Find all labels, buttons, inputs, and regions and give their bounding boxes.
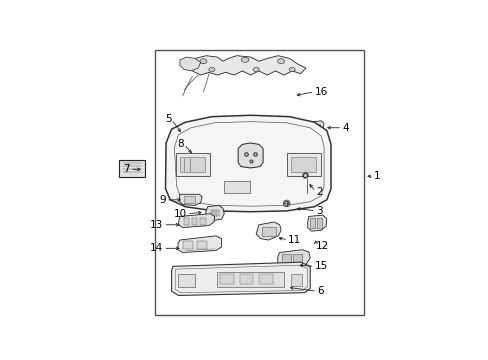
FancyBboxPatch shape <box>215 210 219 216</box>
FancyBboxPatch shape <box>196 242 207 249</box>
Polygon shape <box>171 262 309 296</box>
FancyBboxPatch shape <box>211 210 214 216</box>
Polygon shape <box>180 57 200 71</box>
Text: 15: 15 <box>314 261 327 271</box>
Text: 12: 12 <box>315 240 328 251</box>
Polygon shape <box>175 132 186 146</box>
FancyBboxPatch shape <box>315 124 320 129</box>
Polygon shape <box>178 214 214 228</box>
FancyBboxPatch shape <box>213 210 216 216</box>
FancyBboxPatch shape <box>200 218 205 225</box>
Polygon shape <box>178 236 221 252</box>
Polygon shape <box>180 159 196 169</box>
FancyBboxPatch shape <box>310 219 315 228</box>
Ellipse shape <box>241 57 248 62</box>
Polygon shape <box>256 222 281 240</box>
Polygon shape <box>177 156 199 174</box>
FancyBboxPatch shape <box>178 274 195 287</box>
FancyBboxPatch shape <box>183 197 194 203</box>
Text: 11: 11 <box>287 235 301 245</box>
Polygon shape <box>307 215 326 231</box>
Ellipse shape <box>208 67 214 72</box>
Ellipse shape <box>277 59 284 64</box>
Circle shape <box>283 200 289 207</box>
FancyBboxPatch shape <box>220 274 233 284</box>
FancyBboxPatch shape <box>286 153 320 176</box>
Text: 7: 7 <box>123 164 130 174</box>
FancyBboxPatch shape <box>310 124 314 129</box>
FancyBboxPatch shape <box>239 274 253 284</box>
Bar <box>155 50 364 315</box>
Text: 6: 6 <box>317 286 323 296</box>
Text: 5: 5 <box>164 114 171 125</box>
Text: 1: 1 <box>373 171 380 181</box>
Polygon shape <box>277 250 309 267</box>
Ellipse shape <box>200 59 206 64</box>
FancyBboxPatch shape <box>183 218 189 225</box>
FancyBboxPatch shape <box>183 242 193 249</box>
FancyBboxPatch shape <box>290 274 301 286</box>
Polygon shape <box>183 147 200 158</box>
Polygon shape <box>179 194 202 205</box>
Polygon shape <box>307 121 324 133</box>
Text: 4: 4 <box>342 123 348 133</box>
FancyBboxPatch shape <box>224 181 249 193</box>
Polygon shape <box>205 205 224 221</box>
FancyBboxPatch shape <box>217 271 284 287</box>
FancyBboxPatch shape <box>262 227 275 235</box>
FancyBboxPatch shape <box>191 218 197 225</box>
FancyBboxPatch shape <box>119 160 144 177</box>
Polygon shape <box>238 143 263 168</box>
FancyBboxPatch shape <box>282 255 290 263</box>
FancyBboxPatch shape <box>259 274 272 284</box>
Text: 9: 9 <box>159 195 166 205</box>
Text: 14: 14 <box>150 243 163 253</box>
Text: 8: 8 <box>177 139 183 149</box>
FancyBboxPatch shape <box>180 157 204 172</box>
FancyBboxPatch shape <box>179 128 183 133</box>
Ellipse shape <box>253 67 259 72</box>
Polygon shape <box>165 115 330 212</box>
Text: 2: 2 <box>315 186 322 197</box>
Text: 13: 13 <box>150 220 163 230</box>
Text: 10: 10 <box>173 209 186 219</box>
FancyBboxPatch shape <box>176 153 209 176</box>
FancyBboxPatch shape <box>290 157 315 172</box>
Ellipse shape <box>288 67 295 72</box>
Text: 16: 16 <box>314 87 327 97</box>
FancyBboxPatch shape <box>317 219 322 228</box>
Text: 3: 3 <box>315 206 322 216</box>
FancyBboxPatch shape <box>292 255 301 263</box>
Polygon shape <box>186 56 305 75</box>
